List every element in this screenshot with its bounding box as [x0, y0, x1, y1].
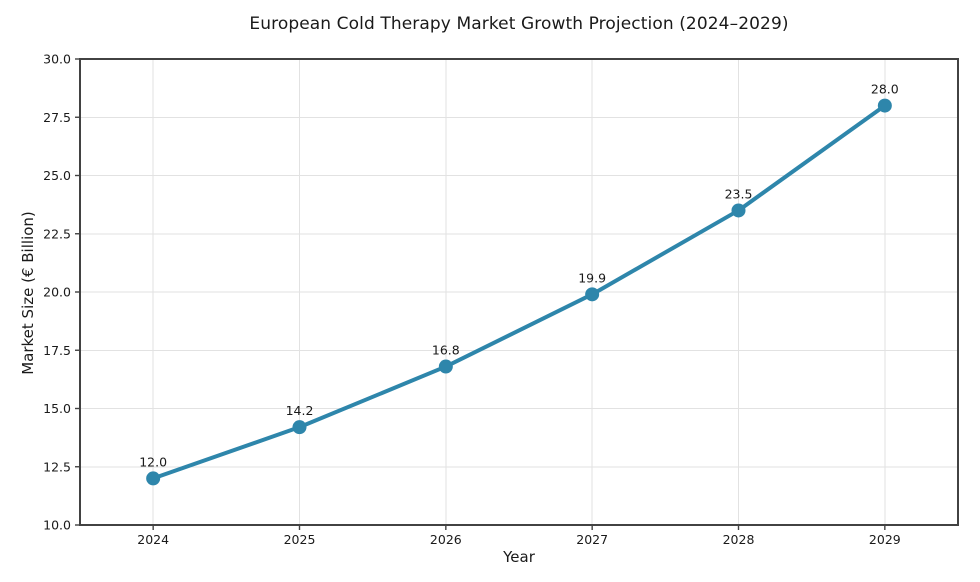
y-tick-label: 20.0	[43, 285, 71, 300]
data-point	[438, 359, 453, 374]
data-point-label: 28.0	[871, 82, 899, 97]
y-tick-label: 15.0	[43, 401, 71, 416]
y-tick-label: 17.5	[43, 343, 71, 358]
data-point	[292, 420, 307, 435]
series-line	[151, 103, 887, 481]
y-tick-label: 27.5	[43, 110, 71, 125]
y-tick-label: 22.5	[43, 226, 71, 241]
data-point	[731, 203, 746, 218]
data-point-label: 23.5	[725, 186, 753, 201]
y-tick-label: 25.0	[43, 168, 71, 183]
y-tick-label: 12.5	[43, 459, 71, 474]
data-point	[877, 98, 892, 113]
x-tick-label: 2026	[430, 532, 462, 547]
x-tick-label: 2027	[576, 532, 608, 547]
data-point-label: 14.2	[286, 403, 314, 418]
x-tick-label: 2025	[284, 532, 316, 547]
y-tick-label: 30.0	[43, 52, 71, 67]
chart-title: European Cold Therapy Market Growth Proj…	[249, 14, 789, 34]
x-tick-label: 2024	[137, 532, 169, 547]
x-tick-label: 2029	[869, 532, 901, 547]
data-point	[146, 471, 161, 486]
data-point	[585, 287, 600, 302]
data-point-label: 19.9	[578, 270, 606, 285]
y-tick-label: 10.0	[43, 518, 71, 533]
x-tick-label: 2028	[723, 532, 755, 547]
data-point-label: 16.8	[432, 343, 460, 358]
x-axis-title: Year	[503, 548, 535, 566]
data-point-label: 12.0	[139, 454, 167, 469]
